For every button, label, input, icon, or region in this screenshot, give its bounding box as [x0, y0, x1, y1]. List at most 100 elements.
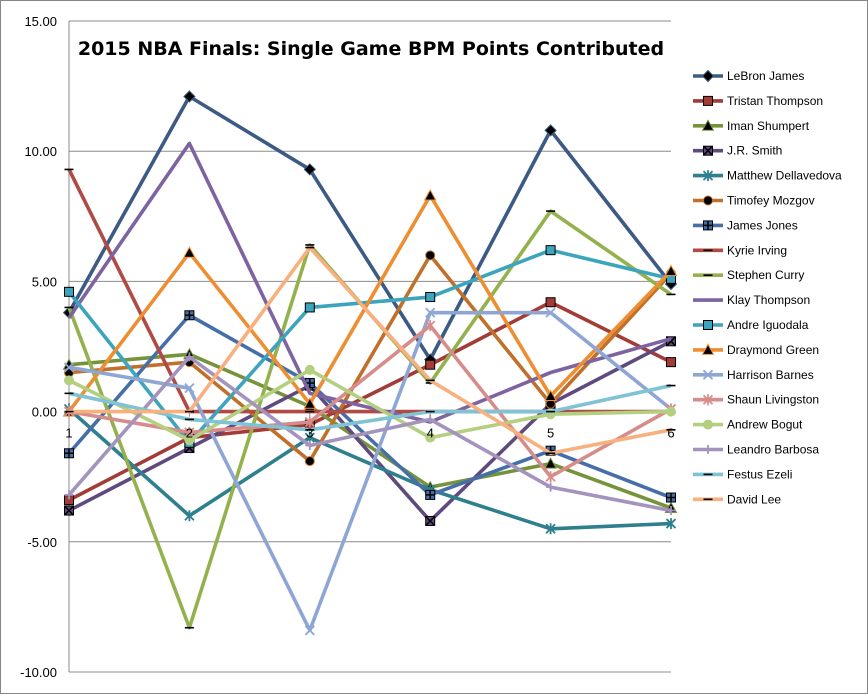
y-tick-label: -10.00 [20, 665, 57, 680]
legend-label: Kyrie Irving [727, 243, 787, 257]
data-point [425, 250, 436, 261]
legend-label: Andre Iguodala [727, 318, 809, 332]
data-point [701, 343, 715, 355]
legend-entry: Andre Iguodala [693, 318, 809, 332]
data-point [304, 302, 315, 313]
data-point [64, 375, 74, 386]
data-point [702, 145, 714, 156]
y-tick-label: 5.00 [32, 274, 57, 289]
data-point [425, 359, 436, 370]
data-point [425, 432, 436, 443]
data-point [702, 369, 714, 380]
data-point [303, 397, 317, 409]
axes [68, 21, 672, 672]
series-line [67, 355, 672, 513]
legend-label: Shaun Livingston [727, 393, 819, 407]
x-tick-label: 4 [427, 426, 434, 441]
data-point [545, 245, 556, 256]
legend-entry: Matthew Dellavedova [693, 169, 842, 183]
legend-entry: Stephen Curry [693, 268, 804, 282]
series-line [68, 339, 672, 523]
legend-label: David Lee [727, 492, 781, 506]
data-point [666, 492, 676, 503]
data-point [425, 414, 435, 424]
series [64, 245, 676, 456]
data-point [184, 435, 195, 446]
data-point [425, 320, 436, 332]
legend-entry: Timofey Mozgov [693, 194, 815, 208]
gridlines [69, 20, 671, 673]
legend-entry: Harrison Barnes [693, 368, 814, 382]
legend-label: Klay Thompson [727, 293, 810, 307]
series-line [67, 141, 672, 424]
legend-label: James Jones [727, 218, 798, 232]
legend-entry: Shaun Livingston [693, 393, 819, 407]
series [64, 310, 676, 503]
data-point [545, 471, 556, 483]
series-line [68, 253, 673, 463]
legend-label: Leandro Barbosa [727, 443, 819, 457]
legend-entry: Tristan Thompson [693, 94, 823, 108]
data-point [703, 95, 713, 106]
data-point [184, 383, 195, 394]
x-tick-label: 5 [547, 426, 554, 441]
data-point [304, 625, 315, 636]
data-point [423, 188, 437, 201]
data-point [544, 457, 557, 469]
y-tick-label: 0.00 [32, 405, 57, 420]
legend-entry: J.R. Smith [693, 144, 782, 158]
data-point [425, 307, 436, 318]
data-point [702, 170, 714, 182]
data-point [545, 307, 556, 318]
series-line [67, 168, 671, 414]
data-point [64, 490, 74, 500]
data-point [666, 406, 676, 417]
legend-label: Timofey Mozgov [727, 194, 815, 208]
data-point [703, 445, 713, 454]
series-line [67, 193, 673, 413]
series-line [67, 313, 672, 500]
data-point [63, 505, 75, 516]
data-point [184, 510, 195, 522]
data-point [703, 195, 713, 206]
legend-entry: Kyrie Irving [693, 243, 787, 257]
legend-label: Tristan Thompson [727, 94, 823, 108]
y-axis-ticks: -10.00 -5.00 0.00 5.00 10.00 15.00 [20, 14, 57, 680]
legend: LeBron James Tristan Thompson Iman Shumper… [693, 69, 842, 506]
data-point [544, 389, 557, 401]
data-point [304, 364, 315, 375]
data-point [425, 515, 436, 526]
data-point [305, 440, 315, 450]
data-point [544, 124, 557, 137]
data-point [183, 246, 196, 258]
legend-label: Harrison Barnes [727, 368, 814, 382]
legend-entry: Leandro Barbosa [693, 443, 819, 457]
series [64, 383, 676, 432]
legend-label: Matthew Dellavedova [727, 169, 842, 183]
data-point [184, 310, 195, 321]
data-point [703, 320, 713, 330]
data-point [64, 286, 74, 297]
legend-label: Stephen Curry [727, 268, 804, 282]
data-point [425, 292, 436, 303]
series [67, 141, 672, 424]
y-tick-label: 15.00 [24, 14, 57, 29]
data-point [665, 518, 677, 530]
legend-entry: Draymond Green [693, 343, 819, 357]
data-point [545, 523, 556, 535]
series-line [68, 310, 673, 633]
data-point [304, 456, 315, 467]
data-point [184, 352, 194, 362]
data-point [702, 394, 714, 406]
data-point [545, 297, 556, 308]
legend-entry: James Jones [693, 218, 798, 232]
x-tick-label: 6 [667, 426, 674, 441]
legend-label: J.R. Smith [727, 144, 782, 158]
series-line [68, 368, 672, 443]
series [64, 352, 676, 516]
data-point [63, 362, 75, 373]
data-point [666, 357, 676, 368]
legend-label: LeBron James [727, 69, 804, 83]
series-line [68, 383, 672, 432]
